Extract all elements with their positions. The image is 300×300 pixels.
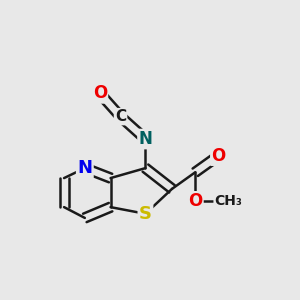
Text: O: O — [93, 84, 107, 102]
Text: N: N — [139, 130, 152, 148]
Text: N: N — [77, 159, 92, 177]
Text: S: S — [139, 205, 152, 223]
Text: C: C — [115, 109, 126, 124]
Text: O: O — [188, 192, 202, 210]
Text: CH₃: CH₃ — [214, 194, 242, 208]
Text: O: O — [212, 147, 226, 165]
